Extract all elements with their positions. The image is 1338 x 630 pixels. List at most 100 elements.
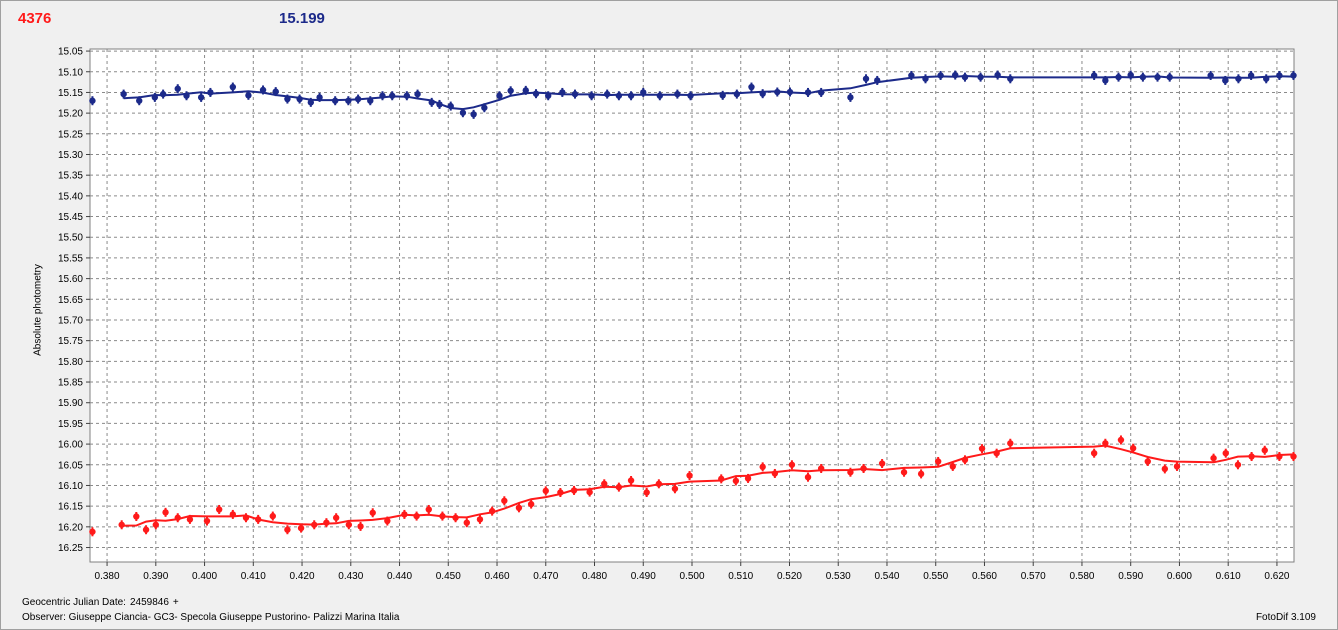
- data-point: [994, 71, 1001, 79]
- data-point: [159, 90, 167, 98]
- data-point: [203, 517, 211, 525]
- y-tick-label: 15.90: [58, 398, 83, 409]
- data-point: [331, 97, 339, 104]
- data-point: [174, 85, 181, 92]
- data-point: [496, 92, 503, 99]
- data-point: [174, 514, 181, 521]
- data-point: [1129, 445, 1137, 452]
- y-tick-labels: 15.05 15.10 15.15 15.20 15.25 15.30 15.35 15.40…: [58, 47, 83, 554]
- data-point: [817, 465, 825, 472]
- data-point: [439, 512, 446, 520]
- x-tick-label: 0.530: [826, 571, 851, 582]
- data-point: [367, 97, 374, 104]
- data-point: [245, 92, 252, 99]
- data-point: [476, 516, 484, 523]
- data-point: [1102, 440, 1109, 447]
- data-point: [922, 75, 929, 82]
- data-point: [643, 489, 650, 496]
- data-point: [1222, 77, 1229, 84]
- data-point: [545, 92, 552, 99]
- data-point: [804, 473, 812, 481]
- data-point: [142, 526, 150, 533]
- y-tick-label: 15.25: [58, 129, 83, 140]
- data-point: [878, 460, 886, 467]
- x-tick-label: 0.430: [338, 571, 363, 582]
- data-point: [1247, 72, 1255, 79]
- data-point: [817, 89, 825, 96]
- data-point: [934, 458, 942, 465]
- data-point: [686, 472, 693, 479]
- data-point: [1222, 449, 1229, 457]
- data-point: [1139, 73, 1147, 81]
- data-point: [120, 90, 127, 98]
- data-point: [452, 514, 459, 521]
- data-point: [527, 500, 535, 508]
- data-point: [481, 104, 488, 111]
- data-point: [1161, 465, 1169, 473]
- data-point: [284, 526, 291, 533]
- y-tick-label: 16.10: [58, 481, 83, 492]
- data-point: [1207, 72, 1214, 79]
- data-point: [1007, 75, 1014, 82]
- y-tick-label: 16.00: [58, 440, 83, 451]
- data-point: [459, 109, 467, 116]
- data-point: [786, 88, 794, 96]
- data-point: [759, 463, 766, 471]
- data-point: [759, 90, 766, 97]
- x-tick-label: 0.480: [582, 571, 607, 582]
- y-tick-label: 15.70: [58, 315, 83, 326]
- x-tick-label: 0.620: [1264, 571, 1289, 582]
- x-tick-labels: 0.380 0.390 0.400 0.410 0.420 0.430 0.440 0.450…: [95, 571, 1290, 582]
- y-tick-label: 15.05: [58, 47, 83, 58]
- data-point: [354, 95, 362, 103]
- x-tick-label: 0.600: [1167, 571, 1192, 582]
- data-point: [603, 90, 611, 98]
- x-tick-label: 0.400: [192, 571, 217, 582]
- julian-date-label: Geocentric Julian Date:: [22, 597, 126, 608]
- y-tick-label: 15.35: [58, 171, 83, 182]
- data-point: [425, 506, 432, 513]
- data-point: [732, 477, 740, 485]
- data-point: [229, 511, 237, 518]
- data-point: [874, 77, 881, 84]
- data-point: [345, 521, 353, 528]
- data-point: [183, 92, 190, 99]
- data-point: [436, 101, 443, 108]
- data-point: [1263, 75, 1270, 82]
- data-point: [414, 90, 421, 98]
- x-tick-label: 0.590: [1118, 571, 1143, 582]
- x-tick-label: 0.420: [290, 571, 315, 582]
- data-point: [900, 469, 908, 476]
- data-point: [1127, 71, 1134, 79]
- data-point: [522, 87, 529, 94]
- data-point: [860, 465, 867, 472]
- y-tick-label: 15.80: [58, 357, 83, 368]
- data-point: [804, 89, 812, 96]
- x-tick-label: 0.470: [533, 571, 558, 582]
- data-point: [1234, 461, 1242, 468]
- data-point: [862, 75, 870, 82]
- x-tick-label: 0.610: [1216, 571, 1241, 582]
- data-point: [215, 506, 223, 513]
- data-point: [259, 86, 267, 94]
- data-point: [718, 475, 725, 483]
- y-tick-label: 15.30: [58, 150, 83, 161]
- data-point: [357, 523, 364, 530]
- x-tick-label: 0.510: [728, 571, 753, 582]
- data-point: [627, 92, 635, 99]
- data-point: [1210, 454, 1217, 462]
- series-group: [89, 70, 1297, 537]
- data-point: [1007, 440, 1014, 447]
- data-point: [1090, 72, 1098, 79]
- data-point: [1144, 458, 1151, 465]
- data-point: [586, 488, 593, 496]
- data-point: [297, 524, 305, 532]
- data-point: [296, 95, 303, 103]
- data-point: [133, 513, 140, 520]
- data-point: [197, 94, 205, 101]
- data-point: [345, 97, 352, 104]
- x-tick-label: 0.440: [387, 571, 412, 582]
- y-tick-label: 15.45: [58, 212, 83, 223]
- data-point: [207, 89, 214, 96]
- data-point: [136, 97, 143, 104]
